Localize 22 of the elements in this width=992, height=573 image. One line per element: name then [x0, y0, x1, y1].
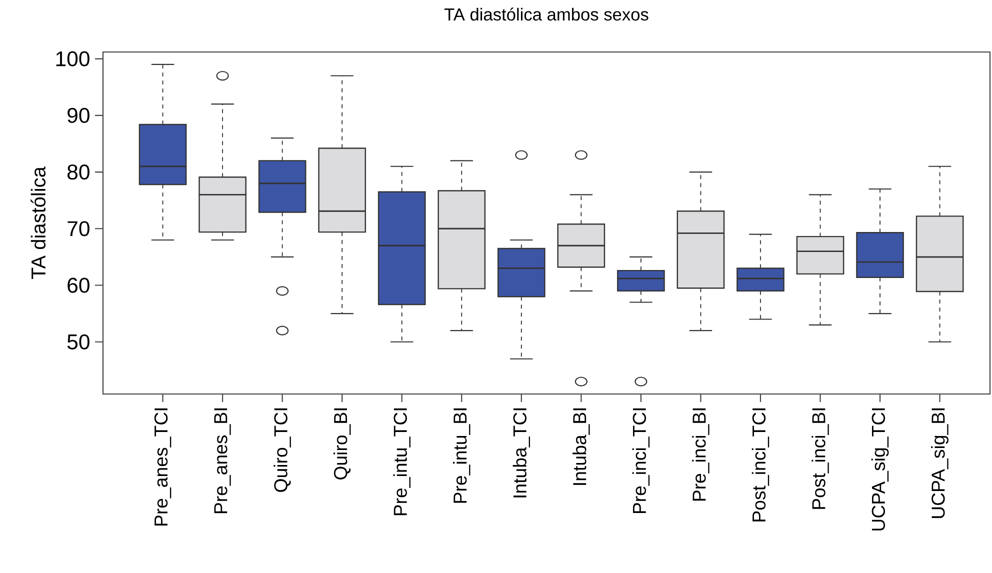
x-tick-label: UCPA_sig_TCI: [871, 408, 889, 530]
x-tick-label: Intuba_BI: [572, 408, 590, 485]
x-tick-label: Post_inci_BI: [812, 408, 829, 509]
chart-title: TA diastólica ambos sexos: [444, 8, 648, 21]
x-tick-label: UCPA_sig_BI: [931, 408, 948, 518]
x-tick-label: Pre_inci_TCI: [632, 408, 650, 514]
x-tick-label: Pre_intu_BI: [453, 408, 470, 503]
x-tick-label: Intuba_TCI: [512, 408, 530, 498]
y-tick-label: 60: [68, 278, 90, 293]
x-tick-label: Pre_anes_TCI: [154, 408, 172, 526]
y-axis-title: TA diastólica: [30, 166, 46, 280]
y-tick-label: 70: [68, 221, 90, 236]
x-tick-label: Pre_inci_BI: [692, 408, 710, 501]
x-tick-label: Quiro_BI: [333, 408, 351, 480]
x-tick-label: Quiro_TCI: [274, 408, 291, 492]
x-tick-label: Pre_anes_BI: [214, 408, 231, 514]
x-tick-label: Post_inci_TCI: [752, 408, 770, 522]
y-tick-label: 80: [67, 164, 90, 180]
x-tick-label: Pre_intu_TCI: [393, 408, 410, 516]
y-tick-label: 50: [67, 334, 90, 350]
y-tick-label: 100: [56, 51, 90, 66]
y-tick-label: 90: [68, 108, 90, 123]
